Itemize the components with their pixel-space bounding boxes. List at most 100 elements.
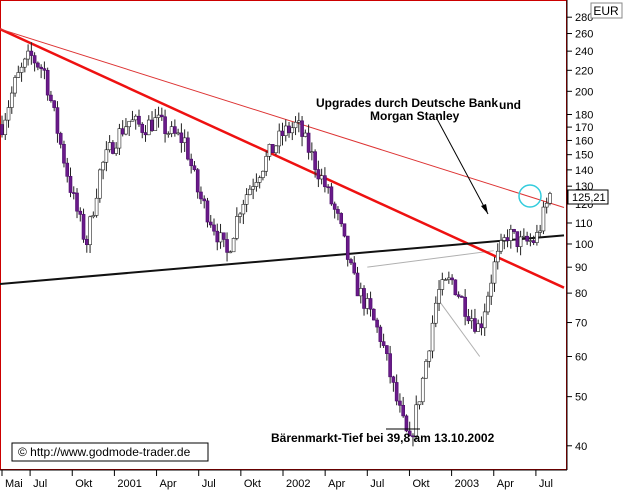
candle-body xyxy=(244,194,249,205)
candle-body xyxy=(91,215,96,218)
candle-body xyxy=(538,230,542,233)
candle-body xyxy=(323,175,327,188)
candle-body xyxy=(65,162,70,177)
currency-box xyxy=(590,2,623,19)
candle-body xyxy=(277,130,282,147)
candle-body xyxy=(447,277,451,280)
candle-body xyxy=(26,50,30,60)
copyright-text: © http://www.godmode-trader.de xyxy=(18,445,191,459)
candle-body xyxy=(130,119,135,122)
bear-low-annotation: Bärenmarkt-Tief bei 39,8 am 13.10.2002 xyxy=(271,431,495,445)
channel-line-upper xyxy=(367,250,494,268)
candle-body xyxy=(189,158,193,167)
candle-body xyxy=(257,177,262,183)
candle-body xyxy=(515,231,520,247)
x-tick-label: Jul xyxy=(33,478,47,490)
candle-body xyxy=(55,107,60,134)
upgrades-annotation-und: und xyxy=(499,98,521,112)
candle-body xyxy=(160,114,164,118)
candle-body xyxy=(300,120,304,137)
candle-body xyxy=(225,239,229,253)
candle-body xyxy=(169,126,174,134)
candle-body xyxy=(541,206,546,232)
x-tick-label: 2002 xyxy=(286,478,310,490)
candle-body xyxy=(94,197,99,216)
candle-body xyxy=(479,323,484,329)
candle-body xyxy=(290,127,295,134)
candle-body xyxy=(238,213,242,217)
candle-body xyxy=(98,169,102,199)
candle-body xyxy=(215,230,220,243)
candle-body xyxy=(544,202,549,208)
x-tick-label: Apr xyxy=(328,478,345,490)
candle-body xyxy=(417,401,422,406)
candle-body xyxy=(153,117,158,131)
candle-body xyxy=(58,133,63,145)
candle-body xyxy=(75,192,79,212)
candle-body xyxy=(486,295,490,313)
candle-body xyxy=(414,404,419,438)
candle-body xyxy=(114,147,118,154)
candle-body xyxy=(453,279,458,296)
candle-body xyxy=(388,353,392,378)
upgrades-annotation-line2: Morgan Stanley xyxy=(370,109,460,123)
candle-body xyxy=(85,239,89,246)
candle-body xyxy=(241,204,246,215)
candle-body xyxy=(489,282,494,297)
candle-body xyxy=(518,236,523,247)
candle-body xyxy=(45,70,50,96)
candle-body xyxy=(473,318,477,332)
candle-body xyxy=(166,133,171,135)
currency-label: EUR xyxy=(593,4,619,18)
candle-body xyxy=(176,132,180,135)
candle-body xyxy=(460,296,464,298)
grey-channel-lines xyxy=(367,250,494,357)
candle-body xyxy=(78,210,83,215)
candle-body xyxy=(372,308,376,321)
candle-body xyxy=(352,262,357,274)
candle-body xyxy=(505,237,510,241)
y-tick-label: 50 xyxy=(575,392,587,404)
candle-body xyxy=(212,224,216,232)
candle-body xyxy=(391,376,396,383)
candle-body xyxy=(482,311,487,329)
x-tick-label: 2001 xyxy=(117,478,141,490)
candle-body xyxy=(326,186,330,189)
candle-body xyxy=(39,66,43,69)
candle-body xyxy=(499,240,503,252)
candle-body xyxy=(81,214,86,240)
candle-body xyxy=(378,326,383,342)
candle-body xyxy=(199,191,203,200)
candle-body xyxy=(375,319,379,328)
y-tick-label: 170 xyxy=(575,122,593,134)
y-tick-label: 110 xyxy=(575,218,593,230)
y-tick-label: 260 xyxy=(575,29,593,41)
candle-body xyxy=(143,132,148,136)
candle-body xyxy=(163,116,167,134)
candle-body xyxy=(502,237,507,241)
y-tick-label: 200 xyxy=(575,86,593,98)
candle-body xyxy=(349,259,353,264)
candle-body xyxy=(528,240,533,242)
candle-body xyxy=(274,145,278,154)
candle-body xyxy=(88,216,92,246)
candle-body xyxy=(469,318,474,322)
candle-body xyxy=(345,235,350,260)
candle-body xyxy=(71,192,76,194)
candle-body xyxy=(29,50,34,56)
candle-body xyxy=(205,200,210,223)
candle-body xyxy=(107,142,112,151)
candle-body xyxy=(385,345,389,354)
candle-body xyxy=(120,128,125,135)
candle-body xyxy=(339,213,344,225)
candle-body xyxy=(117,128,122,149)
candle-body xyxy=(52,100,56,108)
candle-body xyxy=(16,72,21,78)
candle-body xyxy=(512,229,516,232)
x-tick-label: Mai xyxy=(5,478,23,490)
candle-body xyxy=(202,198,207,202)
candle-body xyxy=(440,279,445,290)
candle-body xyxy=(218,232,223,243)
candle-body xyxy=(424,360,428,379)
candle-body xyxy=(156,114,161,118)
